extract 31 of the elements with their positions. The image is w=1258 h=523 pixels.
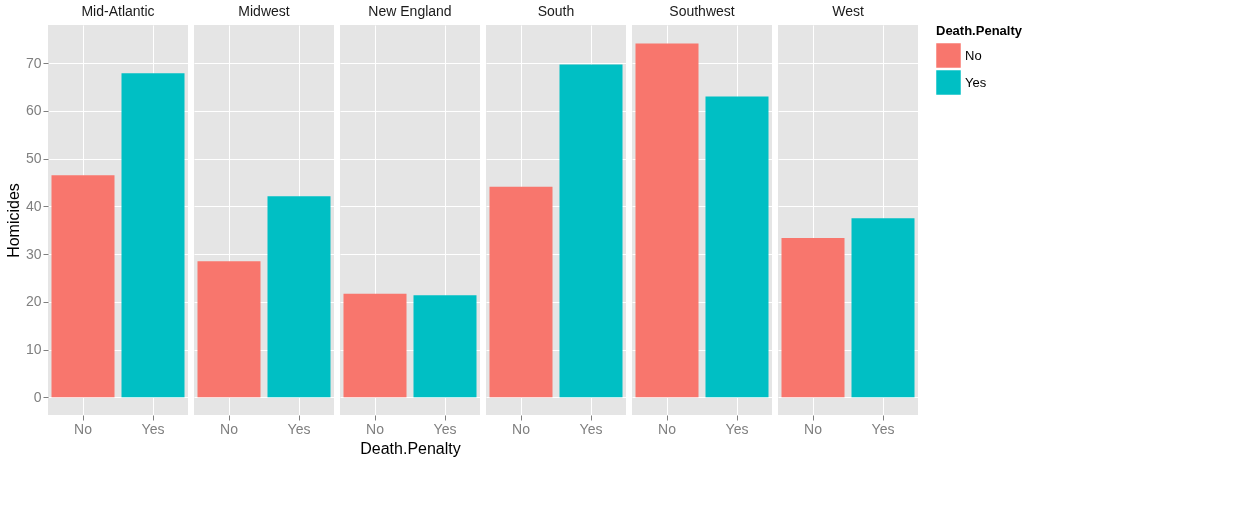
x-tick-label: No [74,420,93,437]
legend-title: Death.Penalty [936,23,1023,38]
x-tick-label: Yes [725,420,749,437]
x-tick-label: No [366,420,385,437]
chart-title: New England [368,3,452,19]
x-tick-label: No [658,420,677,437]
chart-title: Southwest [669,3,735,19]
chart-title: West [832,3,864,19]
chart-title: Mid-Atlantic [81,3,155,19]
y-tick-label: 20 [25,293,42,310]
chart-title: South [537,3,575,19]
x-tick-label: No [512,420,531,437]
x-axis-title: Death.Penalty [360,439,461,457]
y-tick-label: 0 [33,388,42,405]
x-tick-label: Yes [141,420,165,437]
legend-label: Yes [965,74,987,90]
x-tick-label: No [220,420,239,437]
y-tick-label: 60 [25,102,42,119]
y-tick-label: 70 [25,54,42,71]
x-tick-label: Yes [433,420,457,437]
legend-label: No [965,47,982,63]
y-axis-title: Homicides [4,183,22,258]
y-tick-label: 10 [25,341,42,358]
chart-title: Midwest [238,3,290,19]
y-tick-label: 40 [25,197,42,214]
x-tick-label: Yes [287,420,311,437]
x-tick-label: Yes [871,420,895,437]
y-tick-label: 30 [25,245,42,262]
x-tick-label: Yes [579,420,603,437]
x-tick-label: No [804,420,823,437]
y-tick-label: 50 [25,150,42,167]
